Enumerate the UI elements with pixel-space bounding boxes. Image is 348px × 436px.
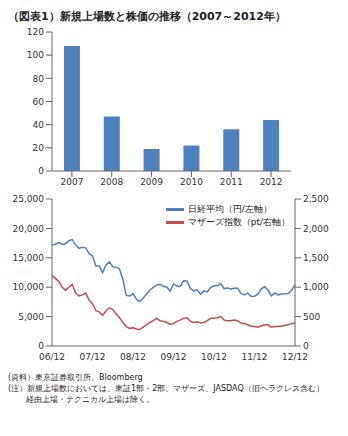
- svg-text:10,000: 10,000: [13, 282, 45, 292]
- svg-text:06/12: 06/12: [39, 352, 65, 362]
- svg-text:40: 40: [33, 120, 45, 130]
- html-text:(注）新規上場数においては、東証1部・2部、マザーズ、JAS: (注）新規上場数においては、東証1部・2部、マザーズ、JASDAQ（旧ヘラクレス…: [8, 384, 324, 393]
- svg-text:0: 0: [38, 166, 44, 176]
- svg-text:120: 120: [27, 27, 44, 37]
- svg-text:08/12: 08/12: [120, 352, 146, 362]
- svg-text:80: 80: [33, 74, 45, 84]
- svg-text:1,500: 1,500: [303, 253, 329, 263]
- html-text:（図表1）新規上場数と株価の推移（2007～2012年）: （図表1）新規上場数と株価の推移（2007～2012年）: [8, 10, 286, 23]
- svg-text:25,000: 25,000: [13, 194, 45, 204]
- svg-text:20: 20: [33, 143, 45, 153]
- svg-text:2008: 2008: [100, 177, 123, 187]
- svg-text:2,000: 2,000: [303, 224, 329, 234]
- svg-text:0: 0: [38, 341, 44, 351]
- svg-text:5,000: 5,000: [18, 312, 44, 322]
- svg-text:2011: 2011: [220, 177, 243, 187]
- svg-text:2009: 2009: [140, 177, 163, 187]
- svg-text:2007: 2007: [60, 177, 83, 187]
- html-text:(資料）東京証券取引所、Bloomberg: (資料）東京証券取引所、Bloomberg: [8, 373, 143, 382]
- svg-text:100: 100: [27, 50, 44, 60]
- svg-text:12/12: 12/12: [282, 352, 308, 362]
- svg-text:10/12: 10/12: [201, 352, 227, 362]
- svg-text:500: 500: [303, 312, 320, 322]
- svg-text:2012: 2012: [260, 177, 283, 187]
- html-text:経由上場・テクニカル上場は除く。: 経由上場・テクニカル上場は除く。: [26, 395, 154, 404]
- svg-text:2,500: 2,500: [303, 194, 329, 204]
- svg-text:09/12: 09/12: [161, 352, 187, 362]
- svg-text:2010: 2010: [180, 177, 203, 187]
- svg-text:15,000: 15,000: [13, 253, 45, 263]
- svg-text:07/12: 07/12: [80, 352, 106, 362]
- svg-text:1,000: 1,000: [303, 282, 329, 292]
- html-text:マザーズ指数（pt/右軸）: マザーズ指数（pt/右軸）: [187, 217, 290, 227]
- html-text:日経平均（円/左軸）: 日経平均（円/左軸）: [187, 204, 272, 214]
- svg-text:11/12: 11/12: [242, 352, 268, 362]
- svg-text:0: 0: [303, 341, 309, 351]
- svg-text:60: 60: [33, 97, 45, 107]
- svg-text:20,000: 20,000: [13, 224, 45, 234]
